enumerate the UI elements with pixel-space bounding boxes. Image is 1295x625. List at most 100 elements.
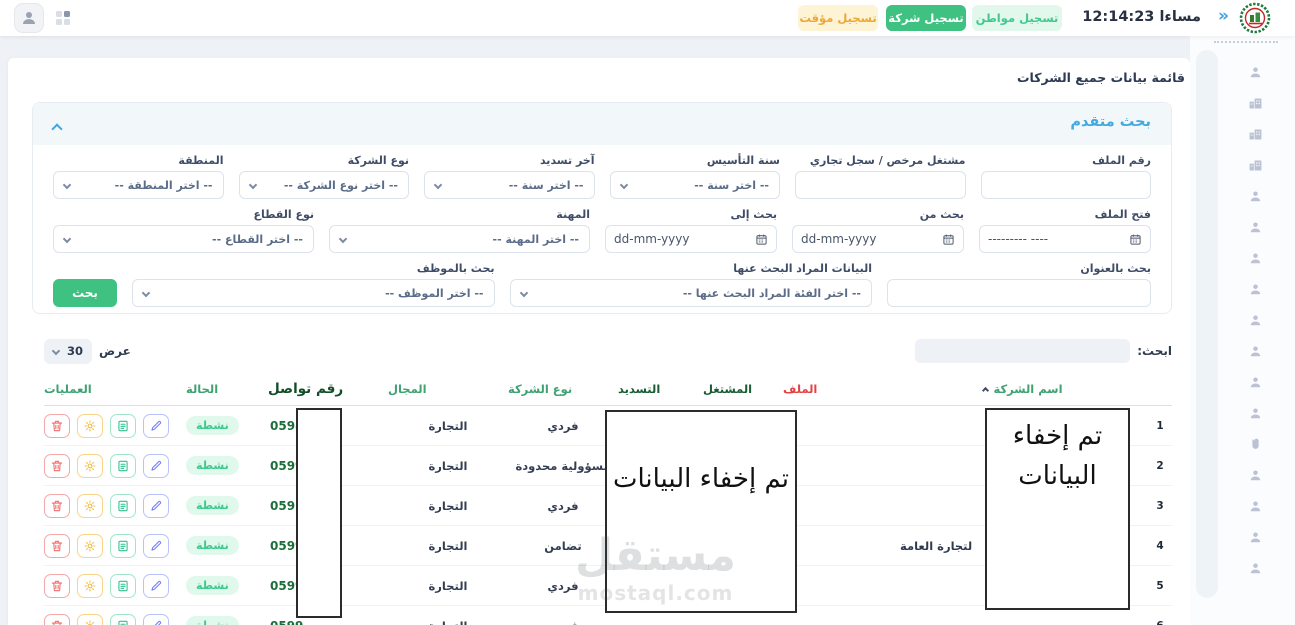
search-from-date[interactable]: dd-mm-yyyy <box>792 225 964 253</box>
details-button[interactable] <box>110 533 136 558</box>
advanced-search-header[interactable]: بحث متقدم <box>33 103 1171 145</box>
search-button[interactable]: بحث <box>53 279 117 307</box>
hidden-data-box-center: تم إخفاء البيانات <box>605 410 797 613</box>
chevron-down-icon <box>141 288 151 298</box>
settings-button[interactable] <box>77 613 103 625</box>
row-number: 6 <box>1148 620 1172 625</box>
show-entries-label: عرض <box>99 344 131 358</box>
edit-button[interactable] <box>143 533 169 558</box>
cell-company-type: فردي <box>547 498 579 513</box>
person-icon[interactable] <box>1247 560 1264 576</box>
founding-year-label: سنة التأسيس <box>706 154 780 167</box>
register-citizen-button[interactable]: تسجيل مواطن <box>972 5 1062 31</box>
register-temp-button[interactable]: تسجيل مؤقت <box>798 5 878 31</box>
founding-year-select[interactable]: -- اختر سنة -- <box>609 171 780 199</box>
person-icon[interactable] <box>1247 281 1264 297</box>
delete-button[interactable] <box>44 533 70 558</box>
hidden-data-box-phone <box>296 408 342 618</box>
sector-type-select[interactable]: -- اختر القطاع -- <box>53 225 314 253</box>
status-badge: نشطة <box>186 496 239 515</box>
person-icon[interactable] <box>1247 188 1264 204</box>
table-search-label: ابحث: <box>1137 344 1172 358</box>
settings-button[interactable] <box>77 493 103 518</box>
person-icon[interactable] <box>1247 498 1264 514</box>
delete-button[interactable] <box>44 453 70 478</box>
details-button[interactable] <box>110 413 136 438</box>
hidden-data-box-company: تم إخفاء البيانات <box>985 408 1130 610</box>
details-button[interactable] <box>110 573 136 598</box>
person-icon[interactable] <box>1247 343 1264 359</box>
companies-list: ابحث: عرض 30 اسم الشركة الملف المشتغل ال… <box>44 338 1172 625</box>
chevron-up-icon[interactable] <box>51 118 63 137</box>
table-row: 4 لتجارة العامة تضامن التجارة 0599 نشطة <box>44 526 1172 566</box>
apps-grid-icon[interactable] <box>55 11 70 26</box>
settings-button[interactable] <box>77 413 103 438</box>
register-company-button[interactable]: تسجيل شركة <box>886 5 966 31</box>
edit-button[interactable] <box>143 573 169 598</box>
person-icon[interactable] <box>1247 529 1264 545</box>
header-actions: العمليات <box>44 381 92 396</box>
person-icon[interactable] <box>1247 467 1264 483</box>
cell-field: التجارة <box>428 578 468 593</box>
chevron-down-icon <box>248 180 257 190</box>
person-icon[interactable] <box>1247 374 1264 390</box>
company-type-select[interactable]: -- اختر نوع الشركة -- <box>238 171 409 199</box>
delete-button[interactable] <box>44 573 70 598</box>
person-icon[interactable] <box>1247 250 1264 266</box>
edit-button[interactable] <box>143 413 169 438</box>
last-payment-select[interactable]: -- اختر سنة -- <box>424 171 595 199</box>
data-category-select[interactable]: -- اختر الفئة المراد البحث عنها -- <box>509 279 872 307</box>
settings-button[interactable] <box>77 573 103 598</box>
calendar-icon[interactable] <box>942 233 955 246</box>
table-header-row: اسم الشركة الملف المشتغل التسديد نوع الش… <box>44 372 1172 406</box>
cell-field: التجارة <box>428 498 468 513</box>
cell-company-type: تضامن <box>544 538 582 553</box>
cell-field: التجارة <box>428 458 468 473</box>
sidebar-collapse-icon[interactable]: « <box>1218 6 1229 26</box>
building-icon[interactable] <box>1247 126 1264 142</box>
licensed-operator-input[interactable] <box>795 171 966 199</box>
person-icon[interactable] <box>1247 312 1264 328</box>
header-field: المجال <box>388 381 427 396</box>
search-to-date[interactable]: dd-mm-yyyy <box>605 225 777 253</box>
calendar-icon[interactable] <box>1129 233 1142 246</box>
edit-button[interactable] <box>143 493 169 518</box>
person-icon[interactable] <box>1247 219 1264 235</box>
building-icon[interactable] <box>1247 157 1264 173</box>
chevron-down-icon <box>338 234 348 244</box>
sidebar-icons <box>1247 64 1264 591</box>
employee-search-select[interactable]: -- اختر الموظف -- <box>132 279 495 307</box>
details-button[interactable] <box>110 453 136 478</box>
settings-button[interactable] <box>77 533 103 558</box>
calendar-icon[interactable] <box>755 233 768 246</box>
person-icon[interactable] <box>1247 405 1264 421</box>
person-icon[interactable] <box>1247 64 1264 80</box>
address-search-input[interactable] <box>887 279 1151 307</box>
header-phone: رقم تواصل <box>268 380 344 397</box>
file-open-date[interactable]: --------- ---- <box>979 225 1151 253</box>
details-button[interactable] <box>110 493 136 518</box>
address-search-label: بحث بالعنوان <box>1080 262 1151 275</box>
building-icon[interactable] <box>1247 95 1264 111</box>
settings-button[interactable] <box>77 453 103 478</box>
file-number-input[interactable] <box>980 171 1151 199</box>
region-select[interactable]: -- اختر المنطقة -- <box>53 171 224 199</box>
cell-phone: 059 <box>270 498 296 513</box>
header-company-name[interactable]: اسم الشركة <box>898 382 1148 396</box>
paperclip-icon[interactable] <box>1247 436 1264 452</box>
avatar[interactable] <box>14 3 44 33</box>
status-badge: نشطة <box>186 576 239 595</box>
delete-button[interactable] <box>44 413 70 438</box>
employee-search-label: بحث بالموظف <box>416 262 495 275</box>
details-button[interactable] <box>110 613 136 625</box>
hidden-data-text: تم إخفاء البيانات <box>612 464 790 494</box>
file-open-label: فتح الملف <box>1094 208 1151 221</box>
delete-button[interactable] <box>44 493 70 518</box>
show-entries-select[interactable]: 30 <box>44 338 93 364</box>
header-file: الملف <box>783 381 818 396</box>
delete-button[interactable] <box>44 613 70 625</box>
profession-select[interactable]: -- اختر المهنة -- <box>329 225 590 253</box>
edit-button[interactable] <box>143 613 169 625</box>
edit-button[interactable] <box>143 453 169 478</box>
table-search-input[interactable] <box>915 339 1131 363</box>
